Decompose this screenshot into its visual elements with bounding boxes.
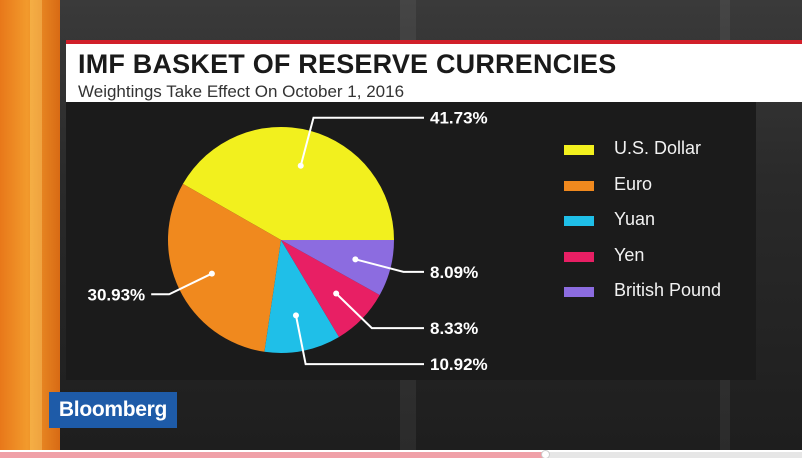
legend-swatch-british-pound (564, 287, 594, 297)
leader-line-yen (335, 292, 424, 330)
orange-light-band (0, 0, 60, 450)
video-progress-handle[interactable] (541, 450, 551, 458)
pie-slice-u-s-dollar (182, 127, 394, 240)
chart-header: IMF BASKET OF RESERVE CURRENCIES Weighti… (66, 40, 802, 102)
leader-line-euro (151, 272, 213, 296)
orange-light-stripe (30, 0, 42, 450)
legend-label: Yen (614, 244, 645, 265)
pie-slices (168, 127, 394, 353)
chart-subtitle: Weightings Take Effect On October 1, 201… (78, 82, 405, 101)
legend-swatch-yen (564, 251, 594, 262)
data-label-yuan: 10.92% (430, 355, 488, 374)
leader-lines (151, 116, 424, 366)
legend-swatch-euro (564, 180, 594, 191)
leader-line-british-pound (355, 258, 424, 273)
data-label-yen: 8.33% (430, 319, 478, 338)
chart-title: IMF BASKET OF RESERVE CURRENCIES (78, 49, 617, 79)
pie-slice-yuan (264, 240, 340, 353)
chart-panel: 41.73% 30.93% 10.92% 8.33% 8.09% U.S. Dollar… (66, 102, 756, 380)
pie-slice-euro (168, 183, 281, 352)
leader-line-u-s-dollar (299, 116, 424, 166)
bloomberg-logo: Bloomberg (49, 392, 177, 428)
data-labels: 41.73% 30.93% 10.92% 8.33% 8.09% (88, 109, 488, 374)
leader-line-yuan (294, 315, 424, 366)
video-progress-bar[interactable] (0, 450, 802, 458)
legend-swatch-yuan (564, 216, 594, 226)
pie-chart: 41.73% 30.93% 10.92% 8.33% 8.09% (88, 109, 488, 374)
leader-dot-u-s-dollar (297, 162, 304, 169)
data-label-british-pound: 8.09% (430, 263, 478, 282)
pie-slice-british-pound (281, 240, 394, 295)
video-progress-fill (0, 452, 546, 458)
legend-label: U.S. Dollar (614, 138, 702, 158)
data-label-u-s-dollar: 41.73% (430, 109, 488, 128)
legend-label: Euro (614, 173, 653, 194)
legend-swatch-u-s-dollar (564, 145, 594, 155)
legend-label: British Pound (614, 280, 722, 300)
legend-label: Yuan (614, 209, 656, 229)
data-label-euro: 30.93% (88, 285, 146, 304)
